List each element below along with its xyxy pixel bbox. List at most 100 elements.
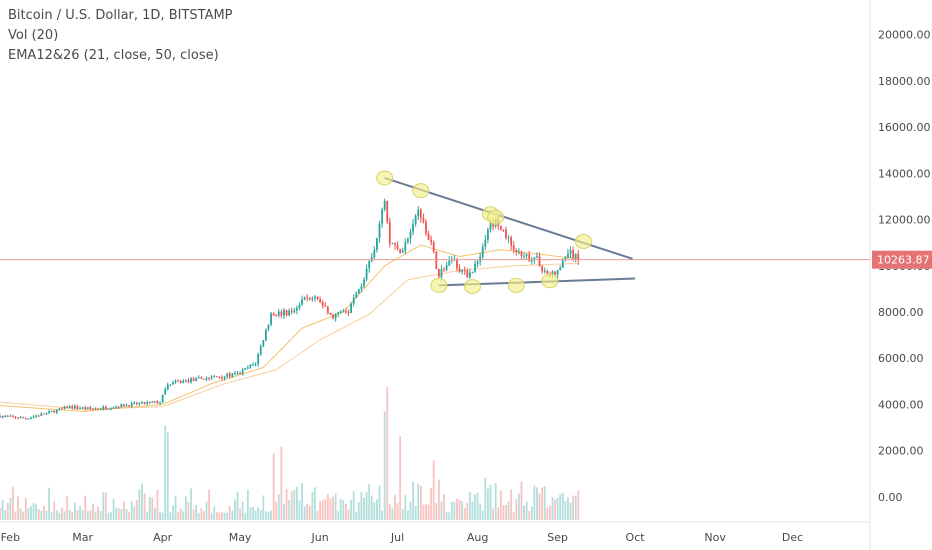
x-axis[interactable]: Feb Mar Apr May Jun Jul Aug Sep Oct Nov Dec xyxy=(0,521,870,544)
volume-bar xyxy=(112,498,115,520)
candle-body xyxy=(252,364,254,366)
candle-body xyxy=(179,381,182,383)
candle-body xyxy=(391,243,394,245)
pivot-highlight[interactable] xyxy=(574,234,592,250)
candle-body xyxy=(22,417,25,419)
candle-body xyxy=(476,261,479,264)
last-price-tag-label: 10263.87 xyxy=(877,254,930,267)
volume-bar xyxy=(546,507,549,520)
volume-bar xyxy=(177,512,180,520)
x-tick-label: Nov xyxy=(704,531,726,544)
pivot-highlight[interactable] xyxy=(507,277,525,293)
volume-bar xyxy=(166,432,169,520)
candle-body xyxy=(143,402,146,404)
candle-body xyxy=(378,223,381,239)
volume-bar xyxy=(6,502,9,520)
candle-body xyxy=(37,415,40,417)
candle-body xyxy=(396,244,399,249)
volume-bar xyxy=(208,489,211,520)
candle-body xyxy=(448,260,451,266)
volume-bar xyxy=(48,487,50,520)
pivot-highlight[interactable] xyxy=(376,170,394,186)
volume-bar xyxy=(146,511,149,520)
volume-bar xyxy=(386,387,389,520)
volume-bar xyxy=(383,411,386,520)
x-tick-label: Jul xyxy=(390,531,404,544)
candle-body xyxy=(190,378,192,383)
candle-body xyxy=(197,377,200,379)
volume-bar xyxy=(319,501,322,520)
volume-bar xyxy=(66,496,69,520)
x-tick-label: Jun xyxy=(311,531,329,544)
candle-body xyxy=(556,270,559,275)
volume-bar xyxy=(192,509,195,520)
candle-body xyxy=(419,209,422,218)
pivot-highlight[interactable] xyxy=(412,183,430,199)
volume-bar xyxy=(352,491,355,520)
volume-bar xyxy=(174,495,177,520)
pivot-highlight[interactable] xyxy=(541,273,559,289)
candle-body xyxy=(12,415,14,417)
volume-bar xyxy=(169,512,172,520)
volume-bar xyxy=(79,506,81,520)
volume-bar xyxy=(458,499,461,520)
candle-body xyxy=(277,311,280,316)
volume-bar xyxy=(551,496,554,520)
candle-body xyxy=(342,311,345,313)
candle-body xyxy=(417,209,420,217)
candle-body xyxy=(24,418,27,420)
candle-body xyxy=(352,298,355,304)
y-axis[interactable]: 0.002000.004000.006000.008000.0010000.00… xyxy=(869,0,931,550)
candles-layer xyxy=(0,198,580,420)
x-tick-label: Feb xyxy=(1,531,20,544)
volume-bar xyxy=(342,500,345,520)
volume-bar xyxy=(215,512,218,520)
volume-bar xyxy=(128,512,130,520)
pivot-highlight[interactable] xyxy=(487,209,505,225)
volume-bar xyxy=(471,501,474,520)
y-tick-label: 12000.00 xyxy=(878,214,931,227)
volume-bar xyxy=(412,481,414,520)
pivot-highlight[interactable] xyxy=(463,279,481,295)
legend-symbol-line[interactable]: Bitcoin / U.S. Dollar, 1D, BITSTAMP xyxy=(8,8,233,23)
volume-bar xyxy=(492,508,494,520)
y-tick-label: 6000.00 xyxy=(878,352,924,365)
legend-volume-line[interactable]: Vol (20) xyxy=(8,28,59,43)
volume-bar xyxy=(355,511,358,520)
volume-bar xyxy=(197,512,200,520)
candle-body xyxy=(84,407,87,409)
volume-bar xyxy=(86,510,89,520)
volume-bar xyxy=(153,507,156,520)
candle-body xyxy=(97,408,100,410)
candle-body xyxy=(192,378,195,382)
x-tick-label: Mar xyxy=(72,531,93,544)
candle-body xyxy=(241,369,244,374)
volume-bar xyxy=(94,512,97,520)
candle-body xyxy=(404,242,407,251)
volume-bar xyxy=(502,505,505,520)
volume-bar xyxy=(404,495,407,520)
volume-bar xyxy=(35,504,38,520)
volume-bar xyxy=(277,494,280,520)
candle-body xyxy=(319,299,322,303)
volume-bar xyxy=(494,483,497,520)
volume-bar xyxy=(329,498,332,520)
legend-ema-line[interactable]: EMA12&26 (21, close, 50, close) xyxy=(8,48,219,63)
candle-body xyxy=(303,297,306,300)
candle-body xyxy=(0,416,1,418)
volume-bar xyxy=(360,491,363,520)
candle-body xyxy=(435,251,438,269)
volume-bar xyxy=(55,510,58,520)
highlight-layer xyxy=(376,170,592,295)
candle-body xyxy=(484,239,487,247)
candle-body xyxy=(530,259,533,262)
candle-body xyxy=(456,259,458,269)
volume-bar xyxy=(290,491,293,520)
pivot-highlight[interactable] xyxy=(430,277,448,293)
candle-body xyxy=(285,310,288,316)
candle-body xyxy=(115,406,118,408)
volume-bar xyxy=(24,498,27,520)
ema-layer xyxy=(0,244,579,412)
